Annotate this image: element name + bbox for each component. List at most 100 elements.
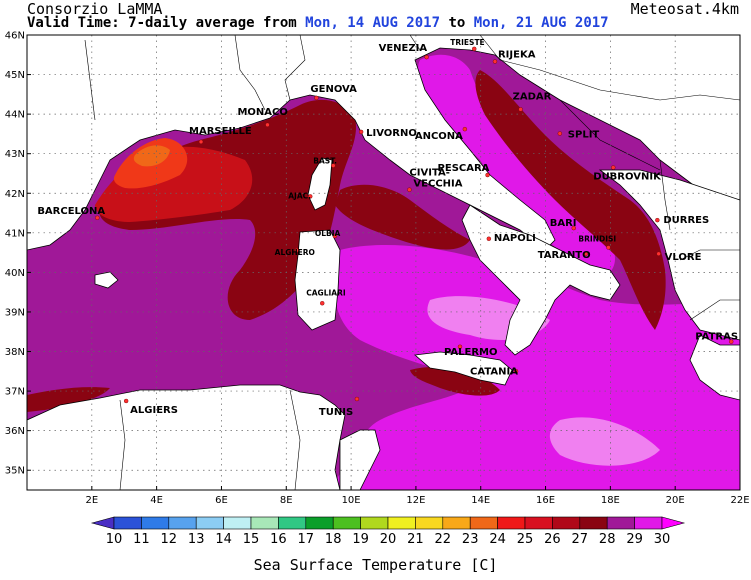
city-dot	[123, 398, 129, 404]
city-dot	[583, 251, 588, 256]
borders	[84, 34, 741, 491]
lon-label: 20E	[666, 495, 685, 506]
lat-label: 42N	[5, 189, 25, 200]
colorbar-swatch	[552, 516, 581, 530]
city-label: CIVITA-	[409, 168, 449, 179]
colorbar-swatch	[579, 516, 608, 530]
city-dot	[462, 126, 468, 132]
land-greece	[689, 334, 740, 401]
city-dot	[320, 301, 325, 306]
colorbar-label: 20	[380, 532, 397, 547]
sst-27-sicily	[410, 366, 500, 396]
city-label: ALGHERO	[275, 248, 315, 257]
city-dot	[611, 165, 616, 170]
city-dot	[294, 248, 299, 253]
city-label: BRINDISI	[578, 234, 616, 243]
colorbar-swatch	[360, 516, 389, 530]
city-label: ANCONA	[415, 131, 463, 142]
lon-label: 2E	[85, 495, 98, 506]
city-label: OLBIA	[315, 229, 341, 238]
date-to: Mon, 21 AUG 2017	[473, 15, 609, 31]
colorbar-swatch	[195, 516, 224, 530]
lon-label: 4E	[150, 495, 163, 506]
colorbar-label: 19	[352, 532, 369, 547]
graticule	[27, 35, 740, 490]
lat-label: 36N	[5, 426, 25, 437]
lat-label: 39N	[5, 307, 25, 318]
colorbar-swatch	[442, 516, 471, 530]
colorbar-label: 30	[654, 532, 671, 547]
colorbar-label: 17	[298, 532, 315, 547]
city-dot	[354, 396, 360, 402]
latitude-labels: 46N 45N 44N 43N 42N 41N 40N 39N 38N 37N 36N 35N	[5, 31, 31, 477]
city-label: NAPOLI	[494, 233, 536, 244]
land-tunisia-coast	[339, 429, 381, 490]
colorbar-swatch	[634, 516, 663, 530]
lat-label: 35N	[5, 466, 25, 477]
city-dot	[424, 54, 429, 60]
colorbar-swatch	[524, 516, 553, 530]
city-label: CATANIA	[470, 366, 518, 377]
colorbar-label: 10	[106, 532, 123, 547]
lat-label: 37N	[5, 387, 25, 398]
city-label: BARI	[550, 218, 577, 229]
colorbar-swatch	[168, 516, 197, 530]
product-title: Meteosat.4km	[630, 0, 739, 18]
land-spain-isl	[94, 271, 119, 289]
colorbar-label: 23	[462, 532, 479, 547]
colorbar-label: 14	[215, 532, 232, 547]
city-dot	[198, 139, 204, 145]
city-label: ALGIERS	[130, 405, 178, 416]
colorbar-swatch	[223, 516, 252, 530]
colorbar-swatch	[606, 516, 635, 530]
city-label: BAST.	[313, 157, 337, 166]
lat-label: 40N	[5, 268, 25, 279]
city-label: RIJEKA	[498, 50, 536, 61]
city-label: CAGLIARI	[306, 288, 346, 297]
city-dot	[492, 59, 498, 64]
city-dot	[314, 95, 319, 101]
city-dot	[571, 225, 576, 231]
valid-time-line: Valid Time: 7-daily average from Mon, 14…	[27, 15, 609, 31]
colorbar-swatch	[278, 516, 307, 530]
colorbar-max-arrow	[661, 516, 686, 530]
city-dot	[95, 215, 100, 220]
city-label: TARANTO	[538, 250, 591, 261]
city-label: DURRES	[663, 215, 709, 226]
city-label: VECCHIA	[413, 179, 462, 190]
city-label: TUNIS	[319, 407, 353, 418]
lat-label: 45N	[5, 70, 25, 81]
colorbar-label: 28	[599, 532, 616, 547]
city-label: AJAC.	[288, 191, 311, 200]
land-italy-south	[461, 204, 621, 356]
land-sardinia	[294, 229, 341, 331]
colorbar-label: 15	[243, 532, 260, 547]
city-dot	[331, 163, 336, 168]
colorbar-label: 27	[572, 532, 589, 547]
city-dot	[457, 344, 463, 349]
city-label: GENOVA	[310, 84, 357, 95]
city-dot	[472, 46, 477, 52]
city-dot	[656, 251, 661, 256]
lat-label: 46N	[5, 31, 25, 42]
longitude-labels: 2E 4E 6E 8E 10E 12E 14E 16E 18E 20E 22E	[85, 486, 750, 506]
city-dot	[332, 233, 338, 239]
valid-time-prefix: Valid Time: 7-daily average from	[27, 15, 297, 31]
colorbar-label: 13	[188, 532, 205, 547]
colorbar-label: 11	[133, 532, 150, 547]
lon-label: 10E	[342, 495, 361, 506]
lon-label: 16E	[536, 495, 555, 506]
city-dot	[308, 194, 313, 199]
colorbar-swatch	[415, 516, 444, 530]
land-africa	[27, 384, 346, 490]
city-dot	[485, 172, 490, 178]
date-separator: to	[448, 15, 466, 31]
land-north	[27, 35, 740, 251]
city-label: ZADAR	[513, 91, 552, 102]
map-frame	[26, 34, 741, 491]
city-label: VENEZIA	[379, 43, 428, 54]
colorbar-swatch	[332, 516, 361, 530]
city-label: VLORE	[665, 252, 702, 263]
sst-30-adriatic	[418, 54, 615, 280]
